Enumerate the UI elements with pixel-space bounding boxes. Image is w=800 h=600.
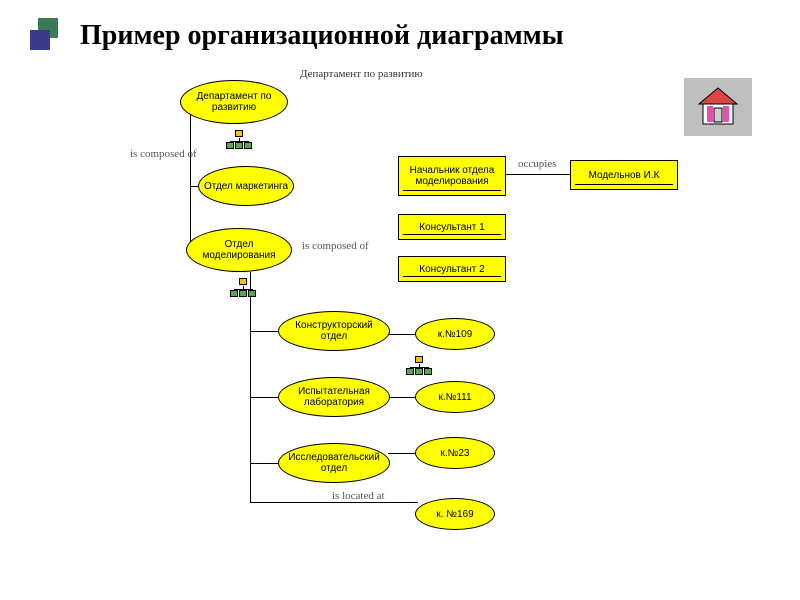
node-label: Исследовательский отдел (283, 452, 385, 474)
node-label: Начальник отдела моделирования (403, 165, 501, 187)
node-label: к.№23 (440, 448, 469, 459)
org-diagram: Департамент по развитию Департамент по р… (90, 68, 790, 588)
node-marketing: Отдел маркетинга (198, 166, 294, 206)
node-label: Отдел маркетинга (204, 181, 288, 192)
node-label: Консультант 2 (419, 264, 484, 275)
hierarchy-icon (226, 130, 252, 150)
connector-line (504, 174, 572, 175)
connector-line (388, 397, 418, 398)
node-issled: Исследовательский отдел (278, 443, 390, 483)
node-konstr: Конструкторский отдел (278, 311, 390, 351)
node-label: Модельнов И.К (589, 170, 660, 181)
connector-line (250, 272, 251, 502)
connector-line (250, 331, 280, 332)
node-label: к.№111 (438, 392, 471, 403)
node-k111: к.№111 (415, 381, 495, 413)
edge-label: is composed of (302, 240, 369, 252)
edge-label: occupies (518, 158, 556, 170)
node-label: Консультант 1 (419, 222, 484, 233)
connector-line (388, 334, 418, 335)
node-ispyt: Испытательная лаборатория (278, 377, 390, 417)
slide-title-bar: Пример организационной диаграммы (30, 18, 564, 54)
hierarchy-icon (230, 278, 256, 298)
connector-line (250, 502, 418, 503)
diagram-caption: Департамент по развитию (300, 68, 423, 80)
connector-line (250, 397, 280, 398)
node-k109: к.№109 (415, 318, 495, 350)
node-boss: Начальник отдела моделирования (398, 156, 506, 196)
title-bullet-icon (30, 18, 66, 54)
edge-label: is located at (332, 490, 385, 502)
node-dept: Департамент по развитию (180, 80, 288, 124)
slide-title: Пример организационной диаграммы (80, 20, 564, 52)
node-k23: к.№23 (415, 437, 495, 469)
connector-line (250, 463, 280, 464)
node-modeling: Отдел моделирования (186, 228, 292, 272)
connector-line (388, 453, 418, 454)
node-label: к.№109 (438, 329, 473, 340)
node-cons2: Консультант 2 (398, 256, 506, 282)
connector-line (190, 104, 191, 252)
node-label: Конструкторский отдел (283, 320, 385, 342)
node-label: Испытательная лаборатория (283, 386, 385, 408)
hierarchy-icon (406, 356, 432, 376)
node-cons1: Консультант 1 (398, 214, 506, 240)
node-label: Департамент по развитию (185, 91, 283, 113)
node-k169: к. №169 (415, 498, 495, 530)
node-label: Отдел моделирования (191, 239, 287, 261)
node-name: Модельнов И.К (570, 160, 678, 190)
edge-label: is composed of (130, 148, 197, 160)
node-label: к. №169 (436, 509, 473, 520)
